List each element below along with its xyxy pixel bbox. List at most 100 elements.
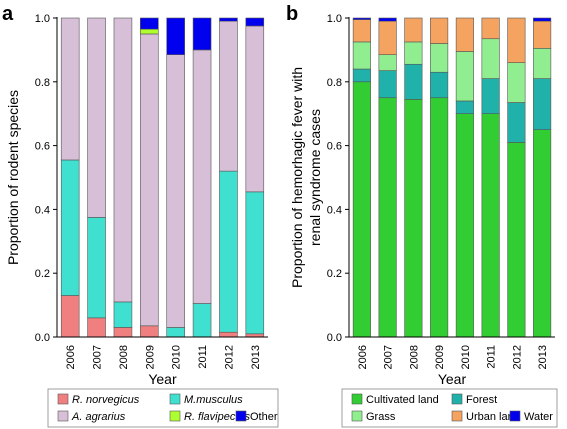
legend-label-b-2: Grass [366,411,396,423]
bar-b-2009-series-1 [430,71,449,99]
bar-b-2013-series-4 [533,17,552,22]
bar-b-2006-series-2 [352,41,371,70]
legend-swatch-a-4 [235,410,247,422]
x-tick-label-a-2006: 2006 [65,345,77,369]
bar-b-2008-series-1 [404,63,423,100]
bar-a-2010-series-1 [166,327,185,338]
chart-panel-a: a 2006 2007 2008 2009 2010 2011 2012 2013 0.0 0.2 0… [2,3,279,428]
bar-b-2012-series-1 [507,102,526,143]
legend-a: R. norvegicus M.musculus A. agrarius R. fla… [47,388,279,428]
bar-b-2009-series-0 [430,97,449,338]
bar-a-2007-series-0 [87,317,106,338]
legend-label-b-3: Urban land [466,411,520,423]
bar-b-2007-series-1 [378,70,397,99]
legend-swatch-b-1 [451,393,463,405]
x-tick-label-a-2012: 2012 [223,345,235,369]
x-tick-label-b-2011: 2011 [486,345,498,369]
x-tick-label-b-2008: 2008 [408,345,420,369]
panel-label-a: a [2,3,14,25]
legend-swatch-b-4 [509,410,521,422]
y-tick-label-a-3: 0.6 [35,141,50,153]
bar-a-2009-series-3 [140,28,159,35]
bar-b-2008-series-0 [404,99,423,338]
bar-b-2009-series-3 [430,17,449,44]
bar-a-2009-series-4 [140,17,159,30]
bar-b-2013-series-3 [533,20,552,49]
bar-a-2007-series-1 [87,217,106,319]
bar-b-2007-series-2 [378,54,397,71]
legend-box-b [341,388,558,428]
legend-label-a-4: Other [250,411,278,423]
bar-b-2006-series-1 [352,68,371,83]
bar-a-2011-series-1 [192,303,212,338]
bar-b-2010-series-3 [455,17,474,52]
bar-b-2006-series-3 [352,19,371,43]
y-axis-title-b-line-1: renal syndrome cases [307,109,323,246]
bar-b-2008-series-2 [404,41,423,65]
bar-a-2011-series-4 [192,17,212,51]
x-axis-title-b: Year [438,371,467,387]
bar-b-2010-series-1 [455,100,474,115]
x-tick-label-b-2006: 2006 [357,345,369,369]
bar-a-2008-series-1 [113,301,133,328]
bar-a-2010-series-2 [166,54,185,328]
bar-a-2012-series-1 [219,170,238,333]
legend-label-a-0: R. norvegicus [72,394,140,406]
legend-label-b-0: Cultivated land [366,394,439,406]
x-tick-label-a-2010: 2010 [171,345,183,369]
bar-b-2007-series-3 [378,20,397,55]
y-tick-label-a-4: 0.8 [35,77,50,89]
y-tick-label-b-1: 0.2 [327,268,342,280]
x-tick-label-a-2013: 2013 [250,345,262,369]
bar-a-2013-series-1 [245,191,265,335]
bar-a-2009-series-0 [140,325,159,338]
bar-a-2008-series-0 [113,327,133,338]
bar-b-2007-series-0 [378,97,397,338]
y-tick-label-b-3: 0.6 [327,141,342,153]
bar-a-2006-series-2 [60,17,80,161]
bar-b-2007-series-4 [378,17,397,22]
legend-swatch-b-3 [451,410,463,422]
y-axis-title-a: Proportion of rodent species [5,90,21,265]
bar-b-2011-series-1 [481,78,500,115]
bar-b-2010-series-0 [455,113,474,338]
bar-a-2011-series-2 [192,49,212,304]
bar-b-2013-series-2 [533,48,552,79]
y-tick-label-a-5: 1.0 [35,13,50,25]
bar-b-2013-series-0 [533,129,552,338]
x-tick-label-b-2013: 2013 [537,345,549,369]
x-tick-label-a-2009: 2009 [144,345,156,369]
y-tick-label-b-4: 0.8 [327,77,342,89]
legend-label-a-1: M.musculus [184,394,243,406]
legend-swatch-a-3 [169,410,181,422]
x-tick-label-b-2010: 2010 [460,345,472,369]
chart-panel-b: b 2006 2007 2008 2009 2010 2011 2012 2013 0.0 0.2 0… [286,3,558,428]
y-tick-label-a-1: 0.2 [35,268,50,280]
bar-a-2006-series-0 [60,295,80,338]
panel-label-b: b [286,3,298,25]
bar-b-2008-series-3 [404,17,423,43]
bar-a-2007-series-2 [87,17,106,218]
bar-a-2013-series-4 [245,17,265,27]
bar-b-2011-series-0 [481,113,500,338]
legend-label-a-3: R. flavipectus [184,411,251,423]
bar-b-2009-series-2 [430,43,449,73]
legend-swatch-a-0 [57,393,69,405]
bars-a [60,17,265,338]
bar-a-2006-series-1 [60,159,80,296]
legend-swatch-b-0 [351,393,363,405]
y-tick-label-a-0: 0.0 [35,332,50,344]
bar-a-2012-series-4 [219,17,238,22]
bar-a-2013-series-2 [245,25,265,193]
bar-a-2010-series-4 [166,17,185,55]
y-tick-label-a-2: 0.4 [35,204,50,216]
legend-swatch-a-1 [169,393,181,405]
bar-a-2008-series-2 [113,17,133,303]
bar-b-2011-series-3 [481,17,500,40]
bars-b [352,17,552,338]
x-tick-label-a-2008: 2008 [118,345,130,369]
bar-b-2013-series-1 [533,78,552,130]
x-tick-label-b-2012: 2012 [511,345,523,369]
bar-a-2012-series-0 [219,331,238,338]
